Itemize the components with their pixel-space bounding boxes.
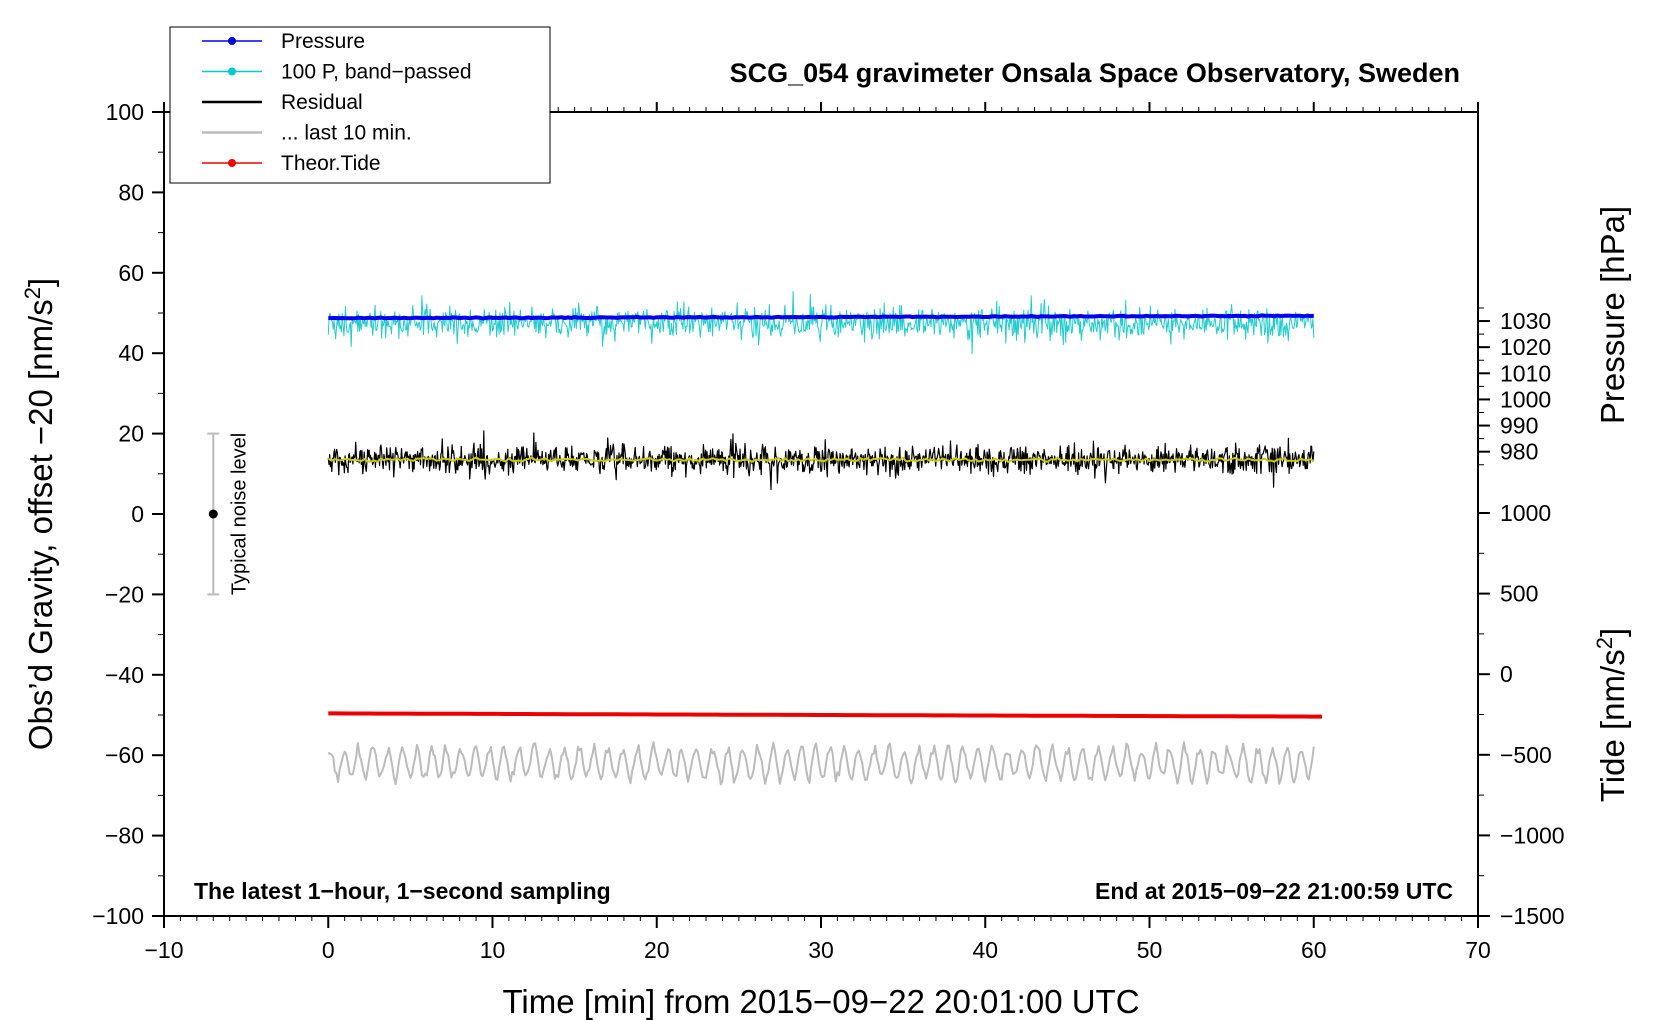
x-tick-label: 60 [1301,937,1327,963]
noise-bar: Typical noise level [207,432,250,596]
y-tick-label: −100 [92,903,144,929]
tide-tick-label: −1500 [1500,903,1565,929]
pressure-tick-label: 1030 [1500,308,1551,334]
series-layer [327,291,1322,786]
legend-label: Theor.Tide [281,152,381,175]
x-tick-label: −10 [144,937,183,963]
y-axis-tide-label-close: ] [1594,628,1631,637]
legend-label: 100 P, band−passed [281,61,472,84]
y-tick-label: 0 [131,501,144,527]
y-axis-left-label-close: ] [22,278,59,287]
legend-label: Residual [281,91,363,114]
y-axis-tide-label: Tide [nm/s2] [1592,628,1631,802]
y-tick-label: −40 [105,662,144,688]
tide-tick-label: 1000 [1500,500,1551,526]
y-axis-tide: −1500 −1000 −500 0 500 1000 [1478,500,1565,929]
legend-marker [228,37,236,45]
y-axis-pressure-label: Pressure [hPa] [1594,206,1631,424]
y-tick-label: 60 [118,260,144,286]
legend-box [169,26,551,184]
pressure-tick-label: 990 [1500,413,1538,439]
x-tick-label: 10 [480,937,506,963]
y-axis-left: −100 −80 −60 −40 −20 0 20 40 60 80 100 [92,99,164,929]
tide-tick-label: 500 [1500,581,1538,607]
plot-frame [163,111,1479,917]
y-axis-left-label-text: Obs’d Gravity, offset −20 [nm/s [22,299,59,750]
noise-bar-label: Typical noise level [228,433,250,595]
pressure-tick-label: 1000 [1500,386,1551,412]
x-tick-label: 0 [322,937,335,963]
y-tick-label: −60 [105,742,144,768]
legend-entries: Pressure 100 P, band−passed Residual ... la… [202,30,472,175]
tide-tick-label: −500 [1500,742,1552,768]
legend-label: ... last 10 min. [281,122,412,145]
annotation-end-time: End at 2015−09−22 21:00:59 UTC [1095,878,1453,904]
x-tick-label: 50 [1137,937,1163,963]
y-tick-label: −20 [105,581,144,607]
y-tick-label: 20 [118,421,144,447]
tide-tick-label: 0 [1500,661,1513,687]
legend-marker [228,159,236,167]
x-tick-label: 30 [808,937,834,963]
y-axis-left-label-sup: 2 [20,287,45,299]
x-axis-label: Time [min] from 2015−09−22 20:01:00 UTC [502,983,1139,1020]
x-tick-label: 40 [972,937,998,963]
legend-label: Pressure [281,30,365,53]
pressure-tick-label: 980 [1500,439,1538,465]
series-theor-tide [328,711,1322,719]
pressure-tick-label: 1010 [1500,360,1551,386]
y-tick-label: −80 [105,823,144,849]
y-tick-label: 80 [118,179,144,205]
y-axis-tide-label-text: Tide [nm/s [1594,649,1631,802]
annotation-sampling: The latest 1−hour, 1−second sampling [194,878,611,904]
y-axis-left-label: Obs’d Gravity, offset −20 [nm/s2] [20,278,59,750]
series-pressure [328,313,1314,321]
legend: Pressure 100 P, band−passed Residual ... la… [169,26,551,184]
noise-bar-point [208,509,218,519]
x-axis: −10 0 10 20 30 40 50 60 70 [144,102,1491,963]
legend-marker [228,67,236,76]
series-bandpassed-pressure [327,291,1315,355]
series-residual-smoothed [327,456,1315,463]
series-last-10-min [327,741,1315,786]
tide-tick-label: −1000 [1500,822,1565,848]
x-tick-label: 20 [644,937,670,963]
pressure-tick-label: 1020 [1500,334,1551,360]
chart-title: SCG_054 gravimeter Onsala Space Observat… [730,58,1460,88]
y-axis-tide-label-sup: 2 [1592,637,1617,649]
y-tick-label: 40 [118,340,144,366]
y-tick-label: 100 [106,99,144,125]
x-tick-label: 70 [1465,937,1491,963]
